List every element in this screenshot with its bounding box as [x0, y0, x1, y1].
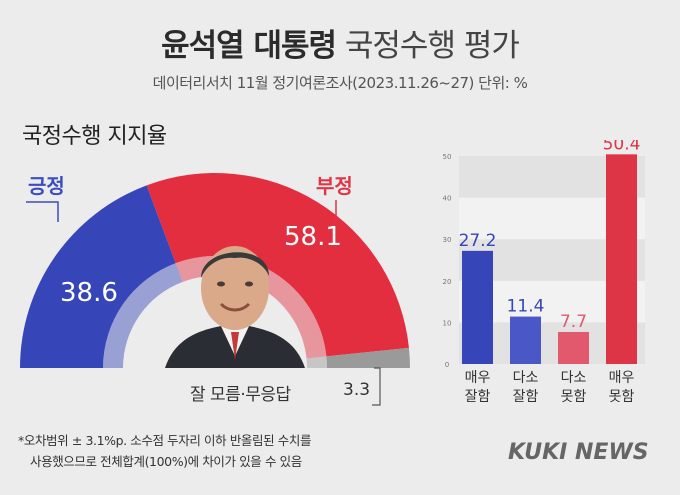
gauge-slice-unknown	[326, 347, 410, 368]
bar-3	[606, 154, 637, 364]
bar-category-line2: 잘함	[513, 389, 539, 405]
bar-marks	[462, 154, 637, 364]
unknown-value: 3.3	[343, 380, 371, 400]
y-tick-label: 0	[445, 361, 449, 369]
bar-category-line2: 잘함	[465, 389, 491, 405]
bar-value-labels: 27.2 11.4 7.7 50.4	[459, 140, 641, 332]
gauge-slice-negative	[146, 173, 409, 357]
bar-value-label: 50.4	[603, 140, 641, 154]
bar-category-line1: 매우	[609, 370, 635, 386]
footnote-line-2: 사용했으므로 전체합계(100%)에 차이가 있을 수 있음	[30, 454, 302, 469]
unknown-label: 잘 모름·무응답	[190, 385, 291, 405]
unknown-leader-line	[372, 367, 381, 406]
y-tick-label: 10	[443, 319, 452, 327]
negative-label: 부정	[316, 174, 353, 198]
kuki-news-logo: KUKI NEWS	[508, 440, 649, 465]
page-title: 윤석열 대통령 국정수행 평가	[0, 20, 680, 65]
y-tick-label: 40	[443, 195, 452, 203]
president-portrait	[165, 246, 305, 368]
gauge-slice-positive	[20, 185, 176, 368]
title-light: 국정수행 평가	[344, 28, 520, 64]
bar-category-line1: 매우	[465, 370, 491, 386]
positive-leader-line	[26, 201, 59, 222]
title-strong: 윤석열 대통령	[161, 28, 337, 64]
bar-category-line2: 못함	[561, 389, 587, 405]
bar-value-label: 11.4	[507, 297, 545, 317]
y-tick-label: 30	[443, 236, 452, 244]
page-subtitle: 데이터리서치 11월 정기여론조사(2023.11.26~27) 단위: %	[152, 74, 528, 92]
section-title: 국정수행 지지율	[22, 124, 167, 149]
footnote-line-1: *오차범위 ± 3.1%p. 소수점 두자리 이하 반올림된 수치를	[18, 433, 312, 448]
bar-category-line1: 다소	[561, 370, 587, 386]
bar-value-label: 7.7	[560, 312, 587, 332]
positive-label: 긍정	[28, 174, 65, 198]
y-tick-label: 20	[443, 278, 452, 286]
bar-1	[510, 316, 541, 364]
y-tick-label: 50	[443, 153, 452, 161]
bar-y-ticks: 0 10 20 30 40 50	[443, 153, 452, 369]
bar-category-line2: 못함	[609, 389, 635, 405]
gauge-slice-unknown-inner	[306, 356, 327, 368]
bar-category-line1: 다소	[513, 370, 539, 386]
bar-0	[462, 250, 493, 364]
bar-2	[558, 331, 589, 364]
gauge-slice-positive-inner	[103, 263, 183, 368]
positive-value: 38.6	[60, 278, 118, 308]
bar-value-label: 27.2	[459, 231, 497, 251]
negative-value: 58.1	[284, 222, 342, 252]
